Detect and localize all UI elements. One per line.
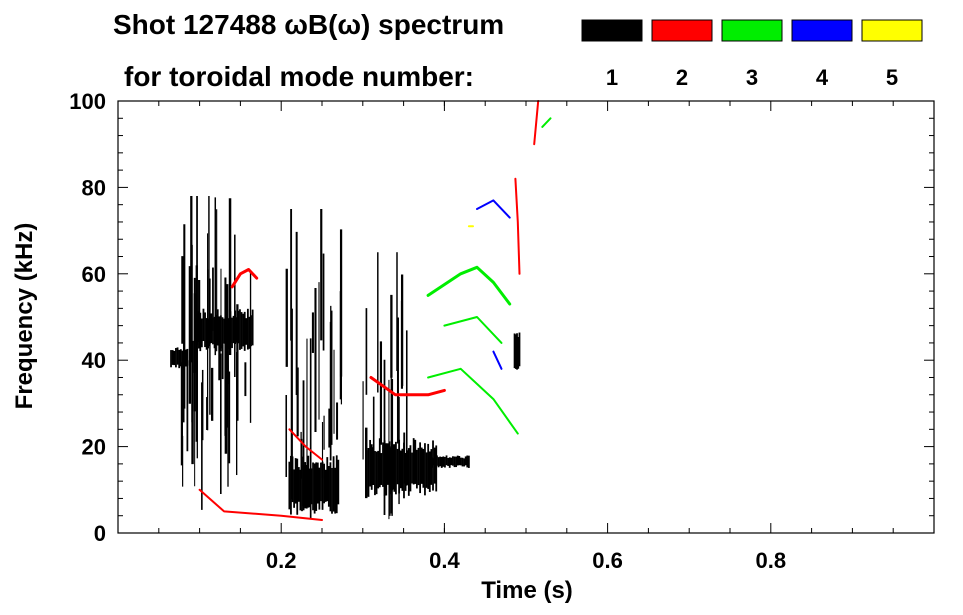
mode-3-segment-1-trace [443, 316, 503, 344]
mode-2-segment-0-trace [230, 268, 259, 289]
x-tick-label: 0.6 [592, 548, 623, 573]
plot-area [170, 100, 552, 521]
legend: 1 2 3 4 5 [581, 19, 923, 90]
x-tick-label: 0.2 [266, 548, 297, 573]
x-tick-label: 0.4 [429, 548, 460, 573]
y-axis-label: Frequency (kHz) [11, 223, 38, 410]
y-tick-label: 0 [94, 521, 106, 546]
title-line1: Shot 127488 ωB(ω) spectrum [113, 9, 504, 40]
mode-2-segment-5-trace [533, 100, 540, 146]
mode-2-segment-1-trace [198, 488, 323, 521]
mode-3-segment-2-trace [427, 367, 519, 435]
legend-swatch-mode-3 [721, 19, 783, 42]
x-tick-label: 0.8 [756, 548, 787, 573]
legend-swatch-mode-1 [581, 19, 643, 42]
axes: 0.2 0.4 0.6 0.8 0 20 40 60 80 100 [69, 89, 934, 573]
x-axis-label: Time (s) [481, 577, 573, 604]
y-tick-label: 40 [82, 348, 106, 373]
legend-label-mode-1: 1 [606, 65, 618, 90]
legend-swatch-mode-5 [861, 19, 923, 42]
y-tick-label: 60 [82, 262, 106, 287]
mode-3-segment-3-trace [541, 117, 552, 128]
mode-4-segment-0-trace [476, 199, 511, 219]
legend-swatch-mode-4 [791, 19, 853, 42]
legend-label-mode-3: 3 [746, 65, 758, 90]
y-tick-label: 20 [82, 435, 106, 460]
mode-3-segment-0-trace [426, 265, 512, 306]
mode-2-segment-4-trace [514, 177, 521, 275]
legend-label-mode-4: 4 [816, 65, 829, 90]
y-tick-label: 80 [82, 175, 106, 200]
legend-swatch-mode-2 [651, 19, 713, 42]
legend-label-mode-2: 2 [676, 65, 688, 90]
y-tick-label: 100 [69, 89, 106, 114]
mode-4-segment-1-trace [492, 350, 503, 370]
title-line2: for toroidal mode number: [124, 61, 474, 92]
mode-2-segment-3-trace [369, 376, 446, 397]
legend-label-mode-5: 5 [886, 65, 898, 90]
mode-2-segment-2-trace [288, 428, 323, 461]
